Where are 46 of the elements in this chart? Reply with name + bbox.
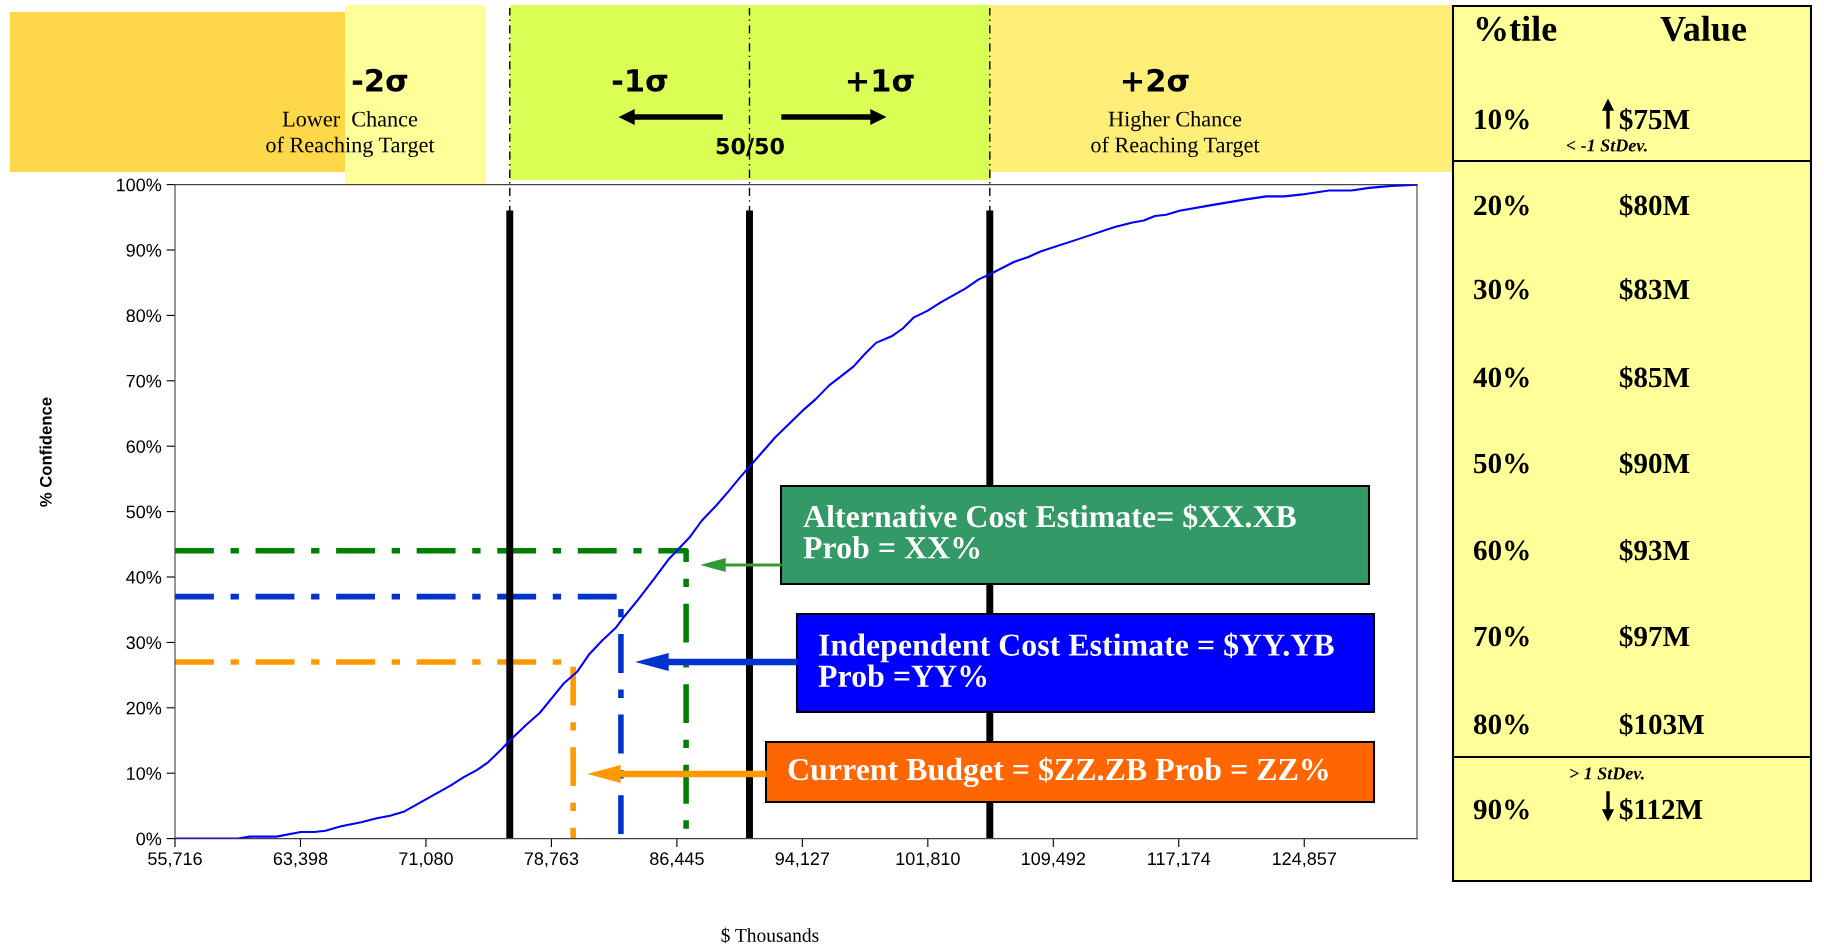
y-tick-label: 20% <box>126 701 162 715</box>
text: 90% $112M <box>1473 797 1703 822</box>
text: 30% $83M <box>1474 277 1690 302</box>
text: 40% $85M <box>1473 365 1690 390</box>
x-tick-label: 109,492 <box>1022 852 1086 868</box>
x-tick-label: 55,716 <box>148 852 202 868</box>
text: 10% $75M <box>1475 107 1690 132</box>
x-tick-label: 86,445 <box>650 852 704 868</box>
y-tick-label: 30% <box>126 636 162 650</box>
text: 50/50 <box>716 137 784 157</box>
annotation: Alternative Cost Estimate= $XX.XB Prob = XX% <box>803 503 1296 559</box>
x-tick-label: 94,127 <box>775 852 830 868</box>
text: +1σ <box>847 69 914 92</box>
y-axis-title: % Confidence <box>39 397 52 507</box>
text: 80% $103M <box>1473 712 1704 737</box>
annotation: Independent Cost Estimate = $YY.YB Prob =YY% <box>818 632 1334 688</box>
y-tick-label: 10% <box>127 767 162 780</box>
text: Value <box>1660 15 1747 42</box>
annotation: Current Budget = $ZZ.ZB Prob = ZZ% <box>788 756 1328 788</box>
text: %tile <box>1476 15 1557 42</box>
x-axis-title: $ Thousands <box>721 927 819 944</box>
y-tick-label: 50% <box>126 505 162 519</box>
y-tick-label: 90% <box>126 243 162 257</box>
x-tick-label: 124,857 <box>1272 852 1336 868</box>
text: Higher Chance of Reaching Target <box>1091 110 1260 158</box>
y-tick-label: 0% <box>136 832 162 846</box>
x-tick-label: 71,080 <box>399 852 453 868</box>
text: 50% $90M <box>1474 451 1690 476</box>
x-tick-label: 78,763 <box>524 852 579 868</box>
text: > 1 StDev. <box>1570 767 1644 780</box>
x-tick-label: 117,174 <box>1148 852 1211 868</box>
text: < -1 StDev. <box>1566 139 1647 152</box>
text: 20% $80M <box>1474 193 1690 218</box>
x-tick-label: 101,810 <box>896 852 960 868</box>
y-tick-label: 40% <box>126 570 162 584</box>
x-tick-label: 63,398 <box>273 852 328 868</box>
y-tick-label: 60% <box>126 440 162 453</box>
y-tick-label: 80% <box>126 309 162 323</box>
text: -2σ <box>352 68 408 92</box>
text: 70% $97M <box>1474 624 1690 649</box>
y-tick-label: 70% <box>126 374 162 388</box>
text: -1σ <box>612 69 668 92</box>
text: Lower Chance of Reaching Target <box>266 110 435 158</box>
text: 60% $93M <box>1474 538 1690 563</box>
text: +2σ <box>1122 68 1189 92</box>
y-tick-label: 100% <box>117 178 162 192</box>
